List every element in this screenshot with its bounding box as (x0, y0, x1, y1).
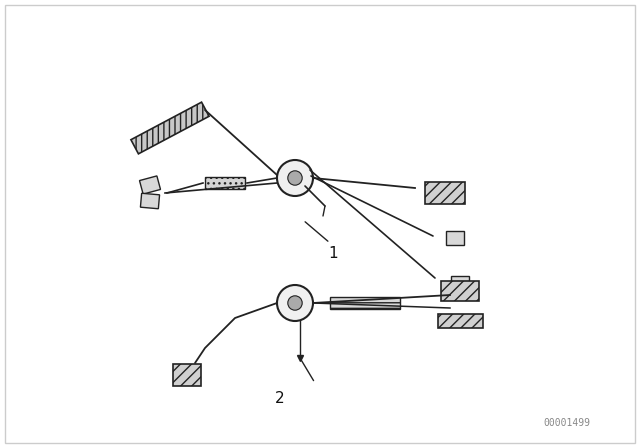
Text: 2: 2 (275, 391, 285, 405)
Bar (441, 281, 479, 301)
Bar (446, 231, 464, 245)
Text: 00001499: 00001499 (543, 418, 590, 428)
Text: 1: 1 (328, 246, 338, 260)
Bar (205, 177, 245, 189)
Circle shape (277, 285, 313, 321)
Bar (140, 176, 161, 194)
Bar (425, 182, 465, 204)
Bar (131, 102, 209, 154)
Circle shape (288, 171, 302, 185)
Bar (451, 276, 469, 290)
Bar (438, 314, 483, 328)
Circle shape (288, 296, 302, 310)
Bar (330, 297, 400, 309)
Circle shape (277, 160, 313, 196)
Bar (173, 364, 201, 386)
Bar (140, 193, 159, 209)
